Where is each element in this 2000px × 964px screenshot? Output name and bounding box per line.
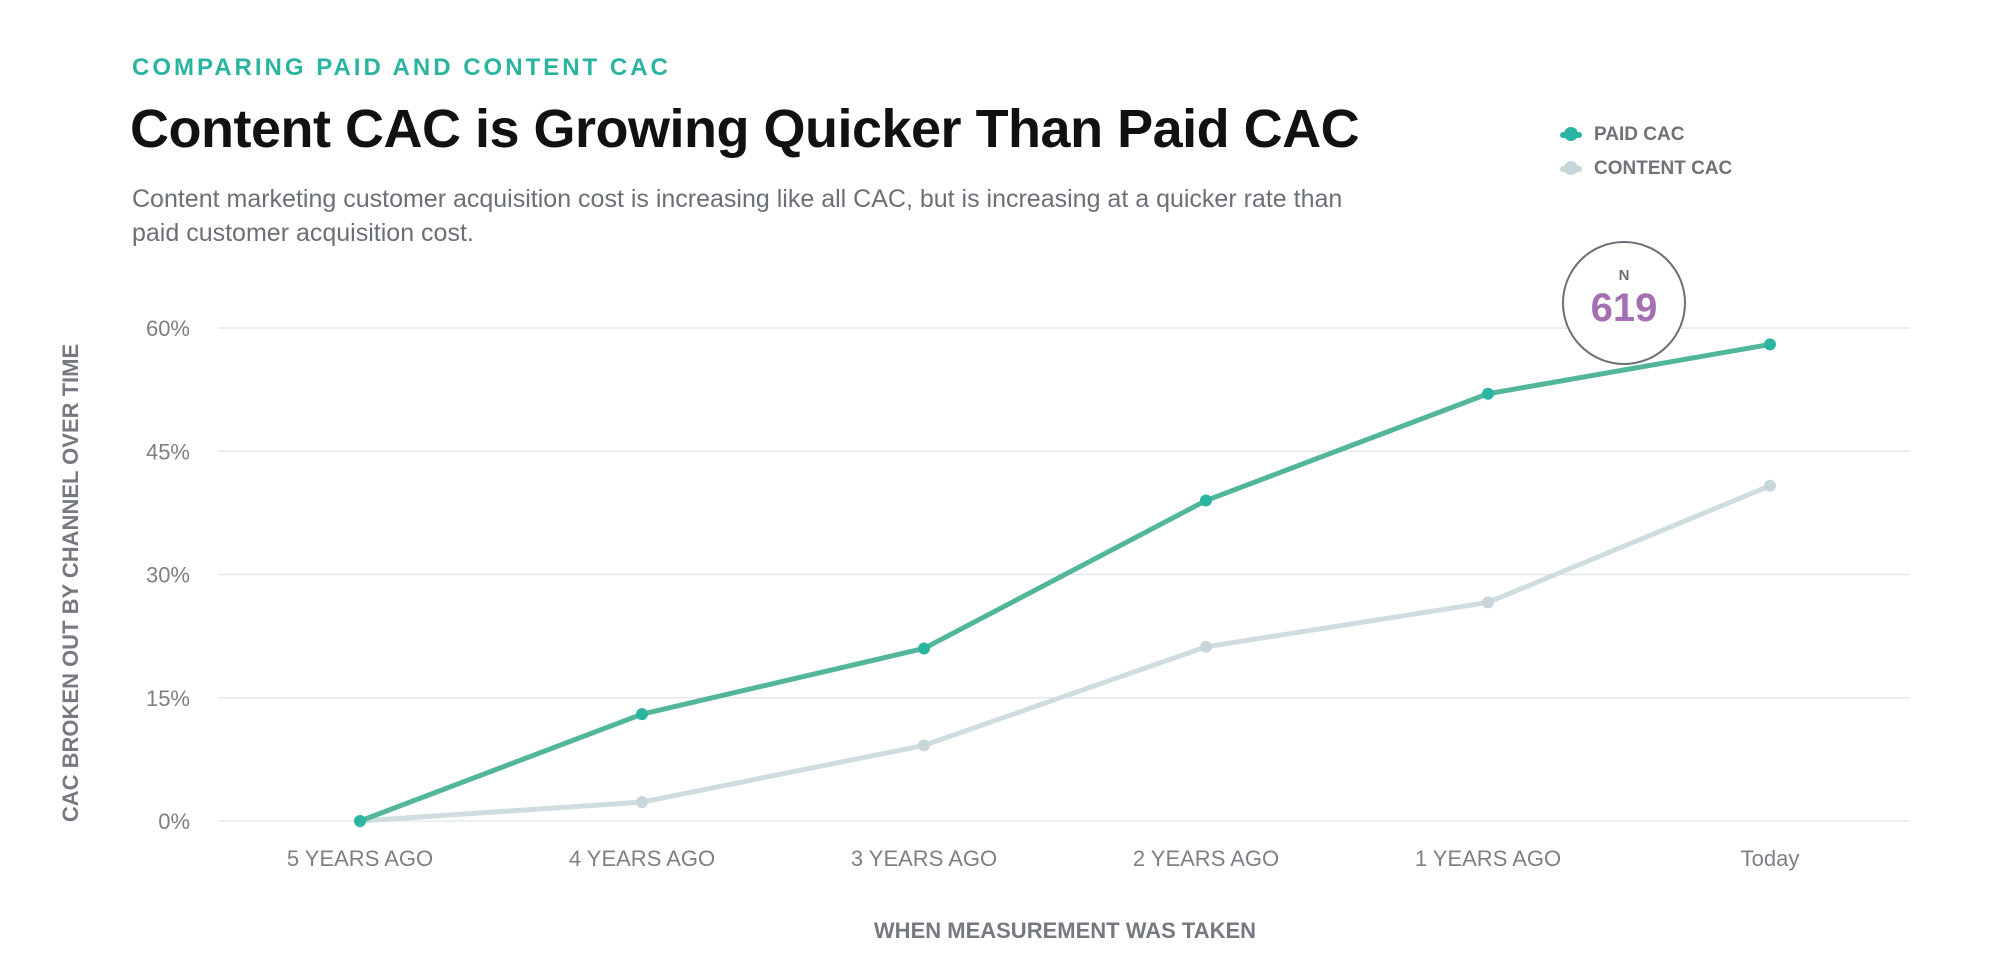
data-point-content-4 [1482, 596, 1494, 609]
data-point-paid-1 [636, 708, 648, 721]
legend-item-content: CONTENT CAC [1560, 152, 1732, 186]
x-axis-title: WHEN MEASUREMENT WAS TAKEN [874, 918, 1256, 943]
x-tick-label-4: 1 YEARS AGO [1415, 846, 1561, 871]
x-tick-label-5: Today [1741, 846, 1800, 871]
sample-size-label: N [1618, 267, 1630, 284]
x-tick-label-0: 5 YEARS AGO [287, 846, 433, 871]
chart-legend: PAID CAC CONTENT CAC [1560, 118, 1732, 186]
x-tick-label-3: 2 YEARS AGO [1133, 846, 1279, 871]
x-tick-label-2: 3 YEARS AGO [851, 846, 997, 871]
chart-title: Content CAC is Growing Quicker Than Paid… [130, 99, 1360, 159]
y-tick-label-4: 60% [146, 316, 190, 341]
y-tick-label-0: 0% [158, 809, 190, 834]
data-point-paid-5 [1764, 338, 1776, 351]
chart-eyebrow: COMPARING PAID AND CONTENT CAC [132, 54, 671, 81]
data-point-content-3 [1200, 640, 1212, 653]
legend-marker-paid-icon [1560, 127, 1582, 141]
legend-label-content: CONTENT CAC [1594, 158, 1733, 179]
data-point-paid-2 [918, 642, 930, 655]
x-tick-label-1: 4 YEARS AGO [569, 846, 715, 871]
legend-label-paid: PAID CAC [1594, 124, 1685, 145]
legend-item-paid: PAID CAC [1560, 118, 1732, 152]
sample-size-badge: N 619 [1562, 241, 1686, 365]
data-point-paid-0 [354, 815, 366, 827]
legend-marker-content-icon [1560, 161, 1582, 175]
y-axis-title: CAC BROKEN OUT BY CHANNEL OVER TIME [58, 344, 83, 822]
chart-subtitle: Content marketing customer acquisition c… [132, 185, 1343, 247]
y-tick-label-3: 45% [146, 439, 190, 464]
series-line-content [357, 483, 1773, 824]
data-point-paid-3 [1200, 494, 1212, 507]
sample-size-value: 619 [1590, 286, 1658, 330]
y-tick-label-2: 30% [146, 563, 190, 588]
series-line-paid [357, 341, 1773, 824]
data-point-content-5 [1764, 479, 1776, 492]
data-point-content-2 [918, 739, 930, 752]
data-point-paid-4 [1482, 387, 1494, 400]
data-point-content-1 [636, 796, 648, 809]
y-tick-label-1: 15% [146, 686, 190, 711]
